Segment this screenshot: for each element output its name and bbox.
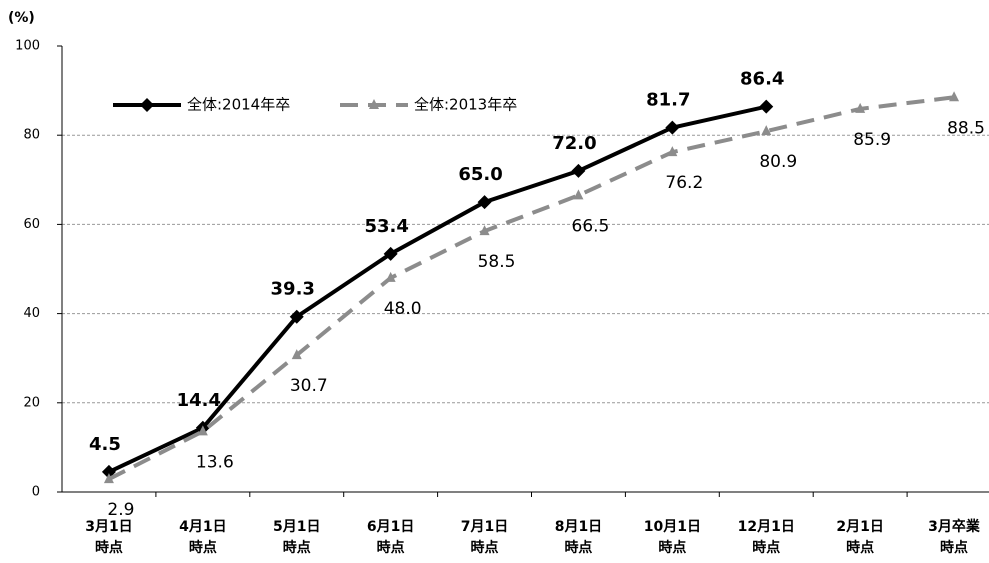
y-tick-label: 20	[23, 395, 40, 410]
data-label: 58.5	[478, 252, 516, 272]
x-tick-label: 5月1日	[273, 519, 320, 535]
data-label: 14.4	[177, 390, 221, 411]
y-tick-label: 0	[32, 485, 40, 500]
data-label: 85.9	[853, 130, 891, 150]
data-label: 39.3	[271, 279, 315, 300]
data-label: 72.0	[552, 133, 596, 154]
point-marker	[667, 146, 678, 157]
y-tick-label: 40	[23, 306, 40, 321]
series-line	[108, 95, 955, 481]
y-tick-label: 60	[23, 217, 40, 232]
x-tick-label: 7月1日	[461, 519, 508, 535]
x-tick-label: 時点	[471, 539, 499, 556]
x-tick-label: 2月1日	[836, 519, 883, 535]
y-tick-label: 80	[23, 128, 40, 143]
series-line	[108, 104, 767, 474]
point-marker	[949, 91, 960, 102]
data-label: 65.0	[458, 164, 502, 185]
x-tick-label: 8月1日	[555, 519, 602, 535]
x-tick-label: 時点	[658, 539, 686, 556]
data-label: 81.7	[646, 90, 690, 111]
point-marker	[477, 195, 492, 210]
data-label: 48.0	[384, 299, 422, 319]
point-marker	[479, 225, 490, 236]
point-marker	[571, 163, 586, 178]
point-marker	[761, 125, 772, 136]
point-marker	[197, 425, 208, 436]
x-tick-label: 時点	[189, 539, 217, 556]
y-tick-label: 100	[15, 39, 40, 54]
x-tick-label: 時点	[95, 539, 123, 556]
x-tick-label: 時点	[283, 539, 311, 556]
point-marker	[759, 99, 774, 114]
y-unit-label: (%)	[8, 10, 35, 26]
data-label: 66.5	[572, 216, 610, 236]
x-tick-label: 3月1日	[85, 519, 132, 535]
point-marker	[573, 189, 584, 200]
point-marker	[855, 102, 866, 113]
point-marker	[383, 246, 398, 261]
x-tick-label: 時点	[564, 539, 592, 556]
x-tick-label: 10月1日	[644, 519, 701, 535]
data-label: 88.5	[947, 118, 985, 138]
x-tick-label: 時点	[846, 539, 874, 556]
point-marker	[289, 309, 304, 324]
point-marker	[665, 120, 680, 135]
legend-marker	[140, 98, 154, 112]
x-tick-label: 時点	[752, 539, 780, 556]
data-label: 30.7	[290, 376, 328, 396]
data-label: 76.2	[665, 173, 703, 193]
data-label: 86.4	[740, 69, 784, 90]
point-marker	[291, 349, 302, 360]
x-tick-label: 12月1日	[738, 519, 795, 535]
legend-marker	[369, 99, 379, 109]
data-label: 80.9	[759, 152, 797, 172]
legend-label: 全体:2013年卒	[414, 96, 517, 114]
x-tick-label: 時点	[377, 539, 405, 556]
x-tick-label: 6月1日	[367, 519, 414, 535]
x-tick-label: 4月1日	[179, 519, 226, 535]
data-label: 13.6	[196, 452, 234, 472]
point-marker	[385, 271, 396, 282]
point-marker	[103, 473, 114, 484]
legend-label: 全体:2014年卒	[187, 96, 290, 114]
x-tick-label: 3月卒業	[928, 518, 981, 535]
data-label: 4.5	[89, 434, 121, 455]
data-label: 53.4	[364, 216, 408, 237]
data-label: 2.9	[107, 500, 134, 520]
x-tick-label: 時点	[940, 539, 968, 556]
